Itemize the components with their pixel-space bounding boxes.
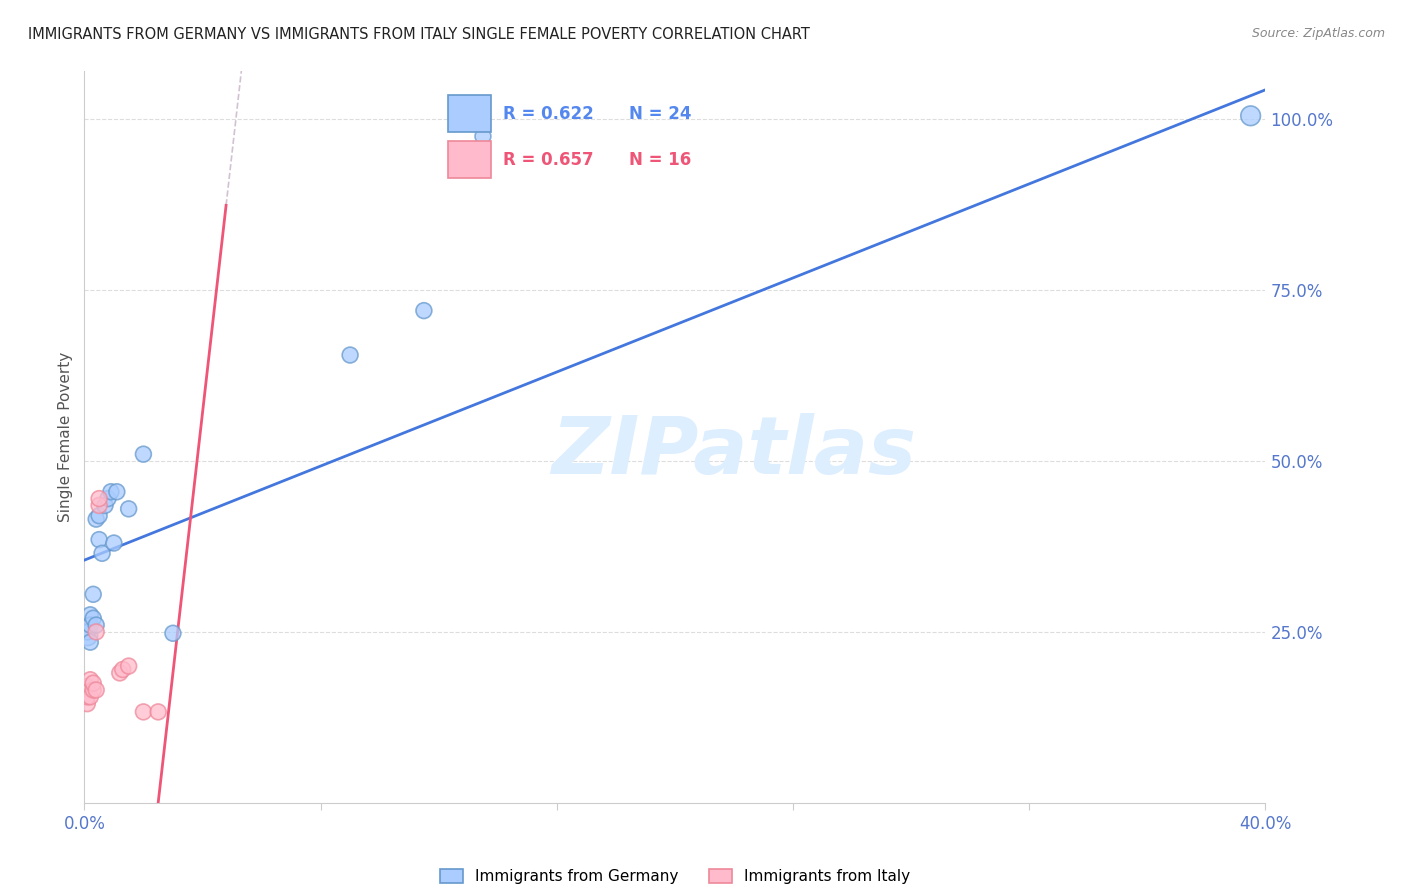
Text: Source: ZipAtlas.com: Source: ZipAtlas.com <box>1251 27 1385 40</box>
Point <box>111 663 134 677</box>
Point <box>132 447 155 461</box>
Point <box>148 705 170 719</box>
Point <box>97 491 120 506</box>
Point <box>162 626 184 640</box>
Point <box>105 484 128 499</box>
Point <box>76 624 98 639</box>
Point <box>89 491 111 506</box>
Point <box>76 680 98 694</box>
Point <box>79 635 101 649</box>
Point <box>91 546 114 560</box>
Point <box>82 587 104 601</box>
Point <box>103 536 125 550</box>
Point <box>84 618 107 632</box>
Point <box>84 683 107 698</box>
Point <box>82 676 104 690</box>
Point <box>84 512 107 526</box>
Point <box>100 484 122 499</box>
Point <box>82 611 104 625</box>
Point <box>472 129 495 144</box>
Point <box>89 508 111 523</box>
Point <box>84 624 107 639</box>
Point <box>82 683 104 698</box>
Point <box>118 659 141 673</box>
Point <box>94 499 117 513</box>
Point <box>79 607 101 622</box>
Point <box>339 348 361 362</box>
Legend: Immigrants from Germany, Immigrants from Italy: Immigrants from Germany, Immigrants from… <box>433 863 917 890</box>
Point <box>76 690 98 704</box>
Point <box>89 533 111 547</box>
Point <box>118 501 141 516</box>
Point <box>108 665 131 680</box>
Point <box>1240 109 1263 123</box>
Point <box>79 690 101 704</box>
Point <box>132 705 155 719</box>
Point <box>76 697 98 711</box>
Point <box>76 628 98 642</box>
Point <box>89 499 111 513</box>
Text: ZIPatlas: ZIPatlas <box>551 413 917 491</box>
Text: IMMIGRANTS FROM GERMANY VS IMMIGRANTS FROM ITALY SINGLE FEMALE POVERTY CORRELATI: IMMIGRANTS FROM GERMANY VS IMMIGRANTS FR… <box>28 27 810 42</box>
Point <box>79 618 101 632</box>
Point <box>413 303 436 318</box>
Y-axis label: Single Female Poverty: Single Female Poverty <box>58 352 73 522</box>
Point <box>79 673 101 687</box>
